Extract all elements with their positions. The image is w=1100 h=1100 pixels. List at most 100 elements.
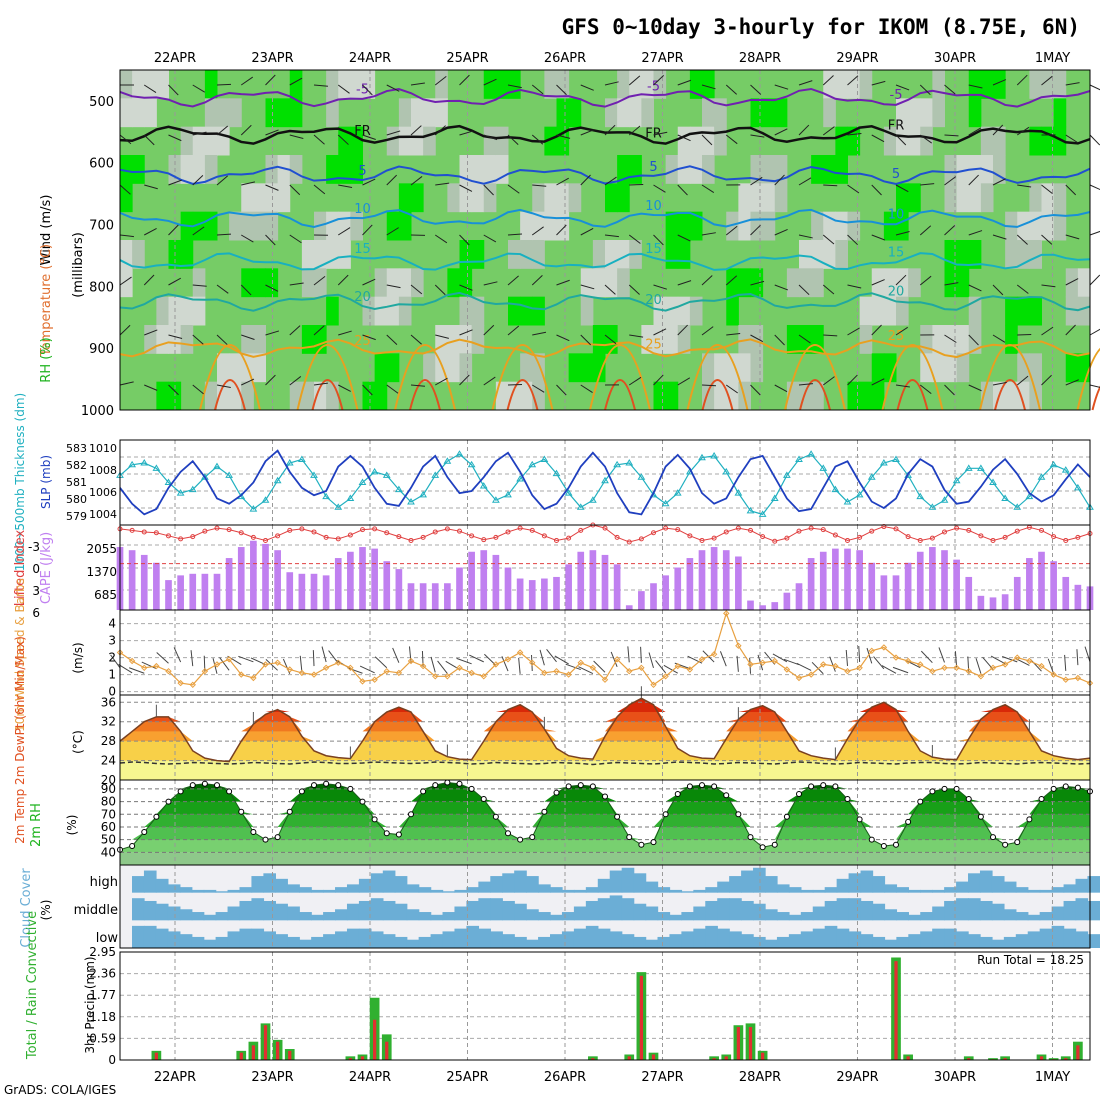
- wind-barb-10m: [250, 657, 266, 666]
- cape-bar: [965, 576, 973, 610]
- wind-barb: [677, 184, 688, 196]
- rh-cell: [398, 183, 412, 213]
- thickness-point: [504, 490, 512, 498]
- thickness-point: [1013, 503, 1022, 510]
- cloud-low: [573, 928, 587, 948]
- rh-cell: [689, 155, 703, 184]
- isotherm-label: 25: [888, 329, 905, 344]
- thickness-tick: 579: [66, 510, 87, 523]
- slp-tick: 1008: [89, 464, 117, 477]
- wind-barb: [192, 84, 206, 93]
- wind-barb-10m: [892, 666, 909, 674]
- precip-conv-bar: [736, 1027, 740, 1060]
- rh-cell: [204, 70, 218, 99]
- wind-barb-10m: [219, 657, 230, 671]
- cape-bar: [541, 578, 548, 610]
- isotherm-label: -5: [647, 79, 660, 94]
- cloud-middle: [1075, 898, 1089, 921]
- cloud-middle: [669, 914, 683, 921]
- cloud-high: [382, 870, 396, 893]
- thickness-point: [843, 498, 852, 505]
- isotherm-label: 15: [645, 242, 662, 257]
- wind-barb: [604, 124, 616, 136]
- thickness-point: [431, 471, 440, 478]
- wind-speed-point: [674, 662, 681, 670]
- pressure-tick-500: 500: [89, 95, 114, 110]
- wind-speed-point: [444, 673, 451, 680]
- hot-contour: [896, 379, 929, 411]
- cape-bar: [262, 543, 269, 610]
- cloud-middle: [155, 903, 169, 921]
- cloud-low: [657, 936, 671, 948]
- rh-point: [480, 796, 487, 803]
- rh-cell: [859, 325, 873, 354]
- wind-barb: [192, 384, 204, 395]
- precip-conv-bar: [748, 1027, 753, 1060]
- precip-conv-bar: [360, 1056, 365, 1060]
- cloud-middle: [681, 912, 695, 921]
- wind-barb: [362, 224, 373, 236]
- cloud-low: [239, 928, 253, 948]
- cape-label: CAPE (J/kg): [39, 532, 54, 604]
- wind-barb-10m: [469, 654, 484, 663]
- rh-cell: [1029, 183, 1042, 213]
- rh-point: [492, 813, 499, 820]
- wind-barb: [1089, 274, 1100, 286]
- cloud-high: [358, 878, 372, 893]
- rh-cell: [1065, 268, 1079, 298]
- cloud-high: [693, 889, 706, 893]
- rh-cell: [168, 381, 182, 411]
- rh-cell: [568, 353, 582, 383]
- rh-point: [395, 831, 402, 838]
- pressure-tick-700: 700: [89, 219, 114, 234]
- cape-bar: [771, 602, 779, 610]
- wind10-label: 10m Wind Speed & Barbs: [13, 578, 27, 732]
- cloud-middle: [693, 906, 706, 921]
- wind-speed-point: [686, 666, 694, 673]
- wind-speed-point: [723, 610, 730, 617]
- cape-bar: [613, 564, 621, 610]
- cloud-high: [466, 887, 480, 893]
- rh-cell: [459, 325, 473, 354]
- bottom-date-22APR: 22APR: [154, 1070, 196, 1085]
- cloud-high: [191, 889, 205, 893]
- rh-cell: [180, 240, 194, 269]
- wind-tick-1: 1: [108, 668, 116, 682]
- li-point: [517, 525, 523, 531]
- rh-cell: [932, 353, 945, 383]
- cloud-high: [418, 887, 432, 893]
- precip-conv-bar: [894, 961, 898, 1060]
- cape-bar: [504, 567, 512, 610]
- cape-bar: [674, 567, 682, 610]
- wind-barb: [289, 325, 301, 336]
- cloud-low: [561, 931, 575, 948]
- thickness-slp-panel: 583 582 581 580 579 1010 1008 1006 1004: [66, 439, 1094, 526]
- li-point: [166, 533, 171, 539]
- rh-point: [529, 834, 536, 841]
- isotherm-label: 5: [358, 164, 366, 179]
- cape-bar: [528, 580, 536, 610]
- rh-cell: [617, 240, 630, 269]
- rh-cell: [932, 325, 945, 354]
- rh-cell: [908, 98, 921, 128]
- thickness-point: [952, 476, 961, 484]
- cloud-high: [860, 870, 874, 893]
- wind-barb: [847, 184, 860, 194]
- thickness-point: [1073, 483, 1082, 491]
- cloud-high: [1051, 887, 1065, 893]
- cloud-low: [968, 934, 981, 948]
- cloud-high: [991, 876, 1005, 893]
- rh-cell: [932, 70, 945, 99]
- rh-cell: [980, 155, 994, 184]
- thickness-point: [976, 464, 985, 471]
- cloud-high: [561, 889, 575, 893]
- wind-barb: [774, 174, 785, 186]
- rh-cell: [738, 268, 751, 298]
- rh-cell: [229, 211, 242, 241]
- wind-speed-point: [977, 673, 985, 680]
- wind-barb: [774, 229, 788, 236]
- cloud-high: [323, 889, 336, 893]
- li-point: [942, 529, 947, 535]
- rh-cell: [532, 296, 545, 326]
- wind-barb: [798, 234, 813, 239]
